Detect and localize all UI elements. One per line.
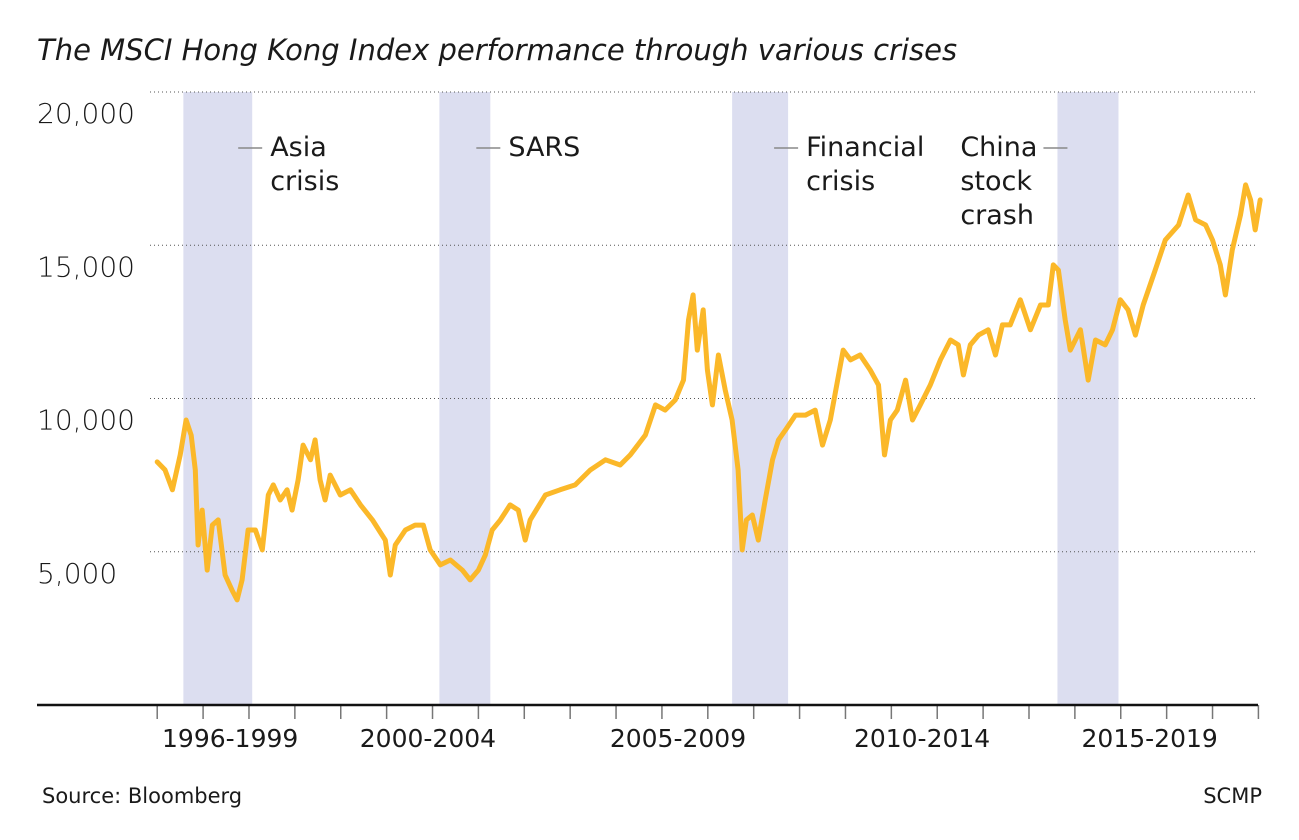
annotation: SARS: [508, 132, 580, 163]
source-note: Source: Bloomberg: [42, 784, 242, 808]
crisis-band: [439, 92, 491, 705]
annotation: Asia crisis: [270, 132, 339, 197]
crisis-band: [183, 92, 253, 705]
annotation: China stock crash: [960, 132, 1037, 231]
y-tick-label: 10,000: [37, 404, 135, 437]
annotation: Financial crisis: [806, 132, 924, 197]
crisis-band: [1057, 92, 1119, 705]
index-line: [154, 182, 1263, 603]
y-tick-label: 20,000: [37, 97, 135, 130]
crisis-band: [732, 92, 789, 705]
y-tick-label: 5,000: [37, 557, 117, 590]
x-tick-label: 1996-1999: [162, 724, 298, 753]
x-tick-label: 2005-2009: [610, 724, 746, 753]
y-tick-label: 15,000: [37, 250, 135, 283]
x-tick-label: 2010-2014: [854, 724, 990, 753]
chart-title: The MSCI Hong Kong Index performance thr…: [37, 33, 957, 67]
x-tick-label: 2000-2004: [360, 724, 496, 753]
x-tick-label: 2015-2019: [1082, 724, 1218, 753]
credit: SCMP: [1203, 784, 1262, 808]
